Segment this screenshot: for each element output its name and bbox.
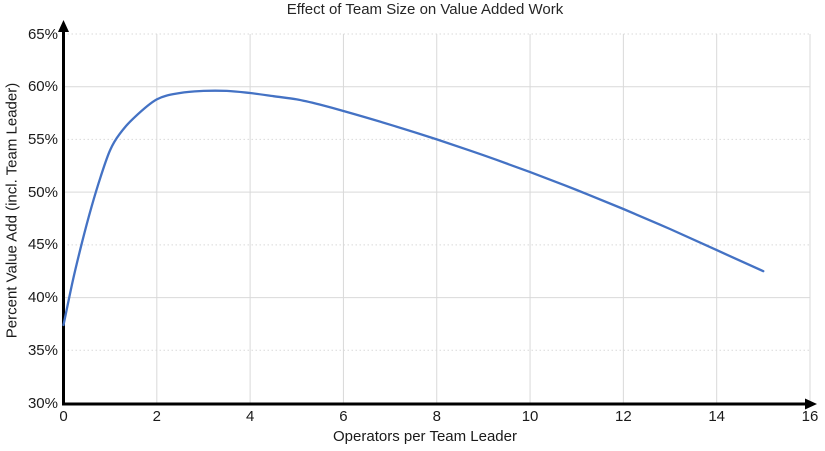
value-add-curve <box>62 89 765 327</box>
y-tick-label: 45% <box>27 236 58 254</box>
x-tick-label: 8 <box>432 408 441 425</box>
x-tick-label: 10 <box>521 408 539 425</box>
x-tick-label: 4 <box>245 408 255 425</box>
y-tick-label: 35% <box>27 341 58 359</box>
x-tick-label: 16 <box>801 408 819 425</box>
x-tick-label: 14 <box>708 408 726 425</box>
x-tick-label: 2 <box>152 408 161 425</box>
x-tick-label: 0 <box>59 408 68 425</box>
y-tick-label: 40% <box>27 289 58 307</box>
chart-title: Effect of Team Size on Value Added Work <box>286 1 564 18</box>
y-axis-arrow-icon <box>58 20 69 32</box>
y-tick-label: 65% <box>27 25 58 43</box>
y-tick-label: 50% <box>27 183 58 201</box>
x-tick-label: 12 <box>615 408 632 425</box>
y-tick-label: 60% <box>27 78 58 96</box>
x-tick-label: 6 <box>339 408 348 425</box>
y-tick-label: 30% <box>27 394 58 412</box>
x-axis-title: Operators per Team Leader <box>333 428 517 445</box>
y-tick-label: 55% <box>27 130 58 148</box>
x-axis-arrow-icon <box>805 398 817 410</box>
